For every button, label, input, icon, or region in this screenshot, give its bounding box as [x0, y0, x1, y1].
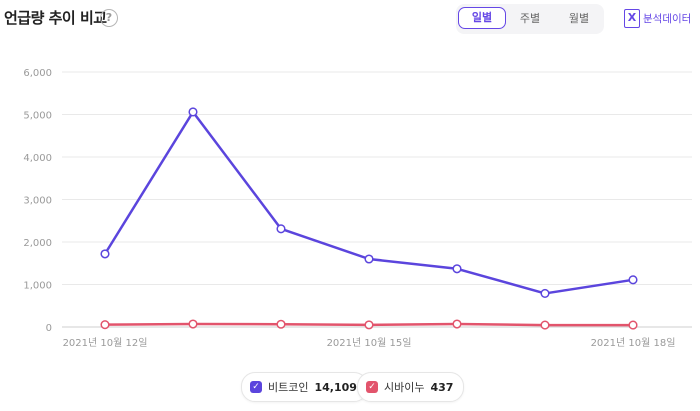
legend-item-shibainu[interactable]: ✓ 시바이누 437: [357, 372, 465, 402]
data-point: [276, 224, 286, 234]
x-tick-label: 2021년 10월 15일: [327, 337, 412, 349]
export-data-button[interactable]: X 분석데이터: [624, 8, 691, 28]
tab-daily[interactable]: 일별: [458, 7, 506, 29]
help-icon[interactable]: ?: [100, 9, 118, 27]
data-point: [540, 288, 550, 298]
excel-icon: X: [624, 8, 640, 28]
line-chart: 6,000 5,000 4,000 3,000 2,000 1,000 0 2021년 10월…: [23, 68, 692, 349]
data-point: [188, 319, 198, 329]
data-point: [364, 254, 374, 264]
data-point: [100, 249, 110, 259]
legend-series-name: 비트코인: [268, 381, 309, 394]
period-selector: 일별 주별 월별: [456, 4, 604, 34]
legend-series-total: 437: [430, 380, 454, 394]
data-point: [188, 107, 198, 117]
legend-series-name: 시바이누: [384, 381, 425, 394]
data-point: [540, 320, 550, 330]
x-tick-label: 2021년 10월 18일: [591, 337, 676, 349]
data-point: [364, 320, 374, 330]
y-tick-label: 0: [46, 323, 52, 334]
y-tick-label: 2,000: [23, 238, 52, 249]
y-tick-label: 1,000: [23, 281, 52, 292]
data-point: [452, 319, 462, 329]
export-data-label: 분석데이터: [643, 12, 692, 25]
data-point: [452, 264, 462, 274]
series-line: [103, 110, 634, 295]
legend-series-total: 14,109: [314, 380, 357, 394]
data-point: [628, 275, 638, 285]
tab-monthly[interactable]: 월별: [568, 12, 590, 25]
data-point: [100, 320, 110, 330]
y-tick-label: 5,000: [23, 111, 52, 122]
y-tick-label: 3,000: [23, 196, 52, 207]
data-point: [628, 320, 638, 330]
y-tick-label: 6,000: [23, 68, 52, 79]
tab-weekly[interactable]: 주별: [519, 12, 541, 25]
chart-title: 언급량 추이 비교: [4, 9, 107, 27]
data-point: [276, 319, 286, 329]
checkbox-icon: ✓: [250, 381, 262, 393]
checkbox-icon: ✓: [366, 381, 378, 393]
legend-item-bitcoin[interactable]: ✓ 비트코인 14,109: [241, 372, 368, 402]
x-tick-label: 2021년 10월 12일: [63, 337, 148, 349]
y-tick-label: 4,000: [23, 153, 52, 164]
